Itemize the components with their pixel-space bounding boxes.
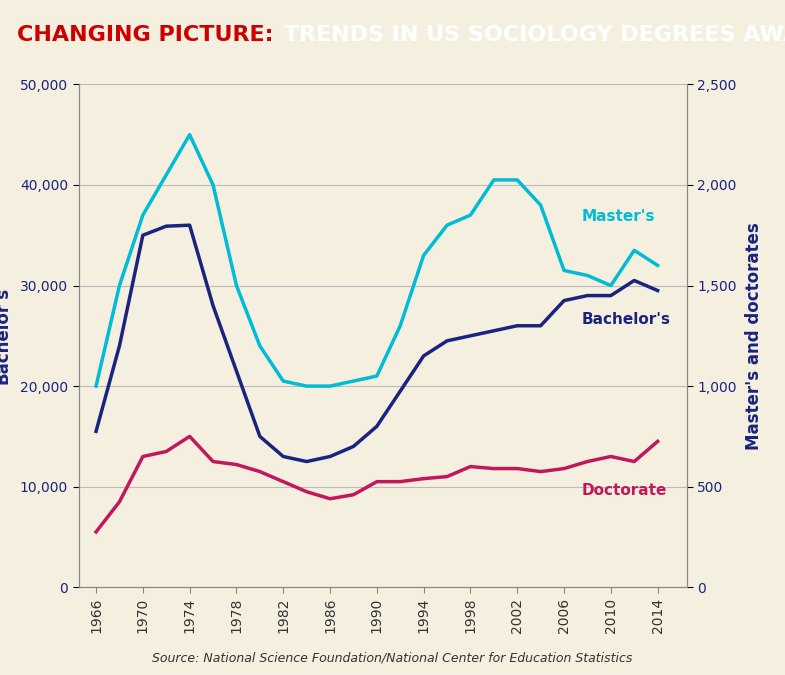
Y-axis label: Bachelor's: Bachelor's	[0, 288, 12, 384]
Text: TRENDS IN US SOCIOLOGY DEGREES AWARDED: TRENDS IN US SOCIOLOGY DEGREES AWARDED	[276, 26, 785, 45]
Text: Source: National Science Foundation/National Center for Education Statistics: Source: National Science Foundation/Nati…	[152, 652, 633, 665]
Text: Bachelor's: Bachelor's	[582, 312, 670, 327]
Y-axis label: Master's and doctorates: Master's and doctorates	[745, 222, 763, 450]
Text: Master's: Master's	[582, 209, 655, 224]
Text: Doctorate: Doctorate	[582, 483, 667, 497]
Text: CHANGING PICTURE:: CHANGING PICTURE:	[17, 26, 274, 45]
